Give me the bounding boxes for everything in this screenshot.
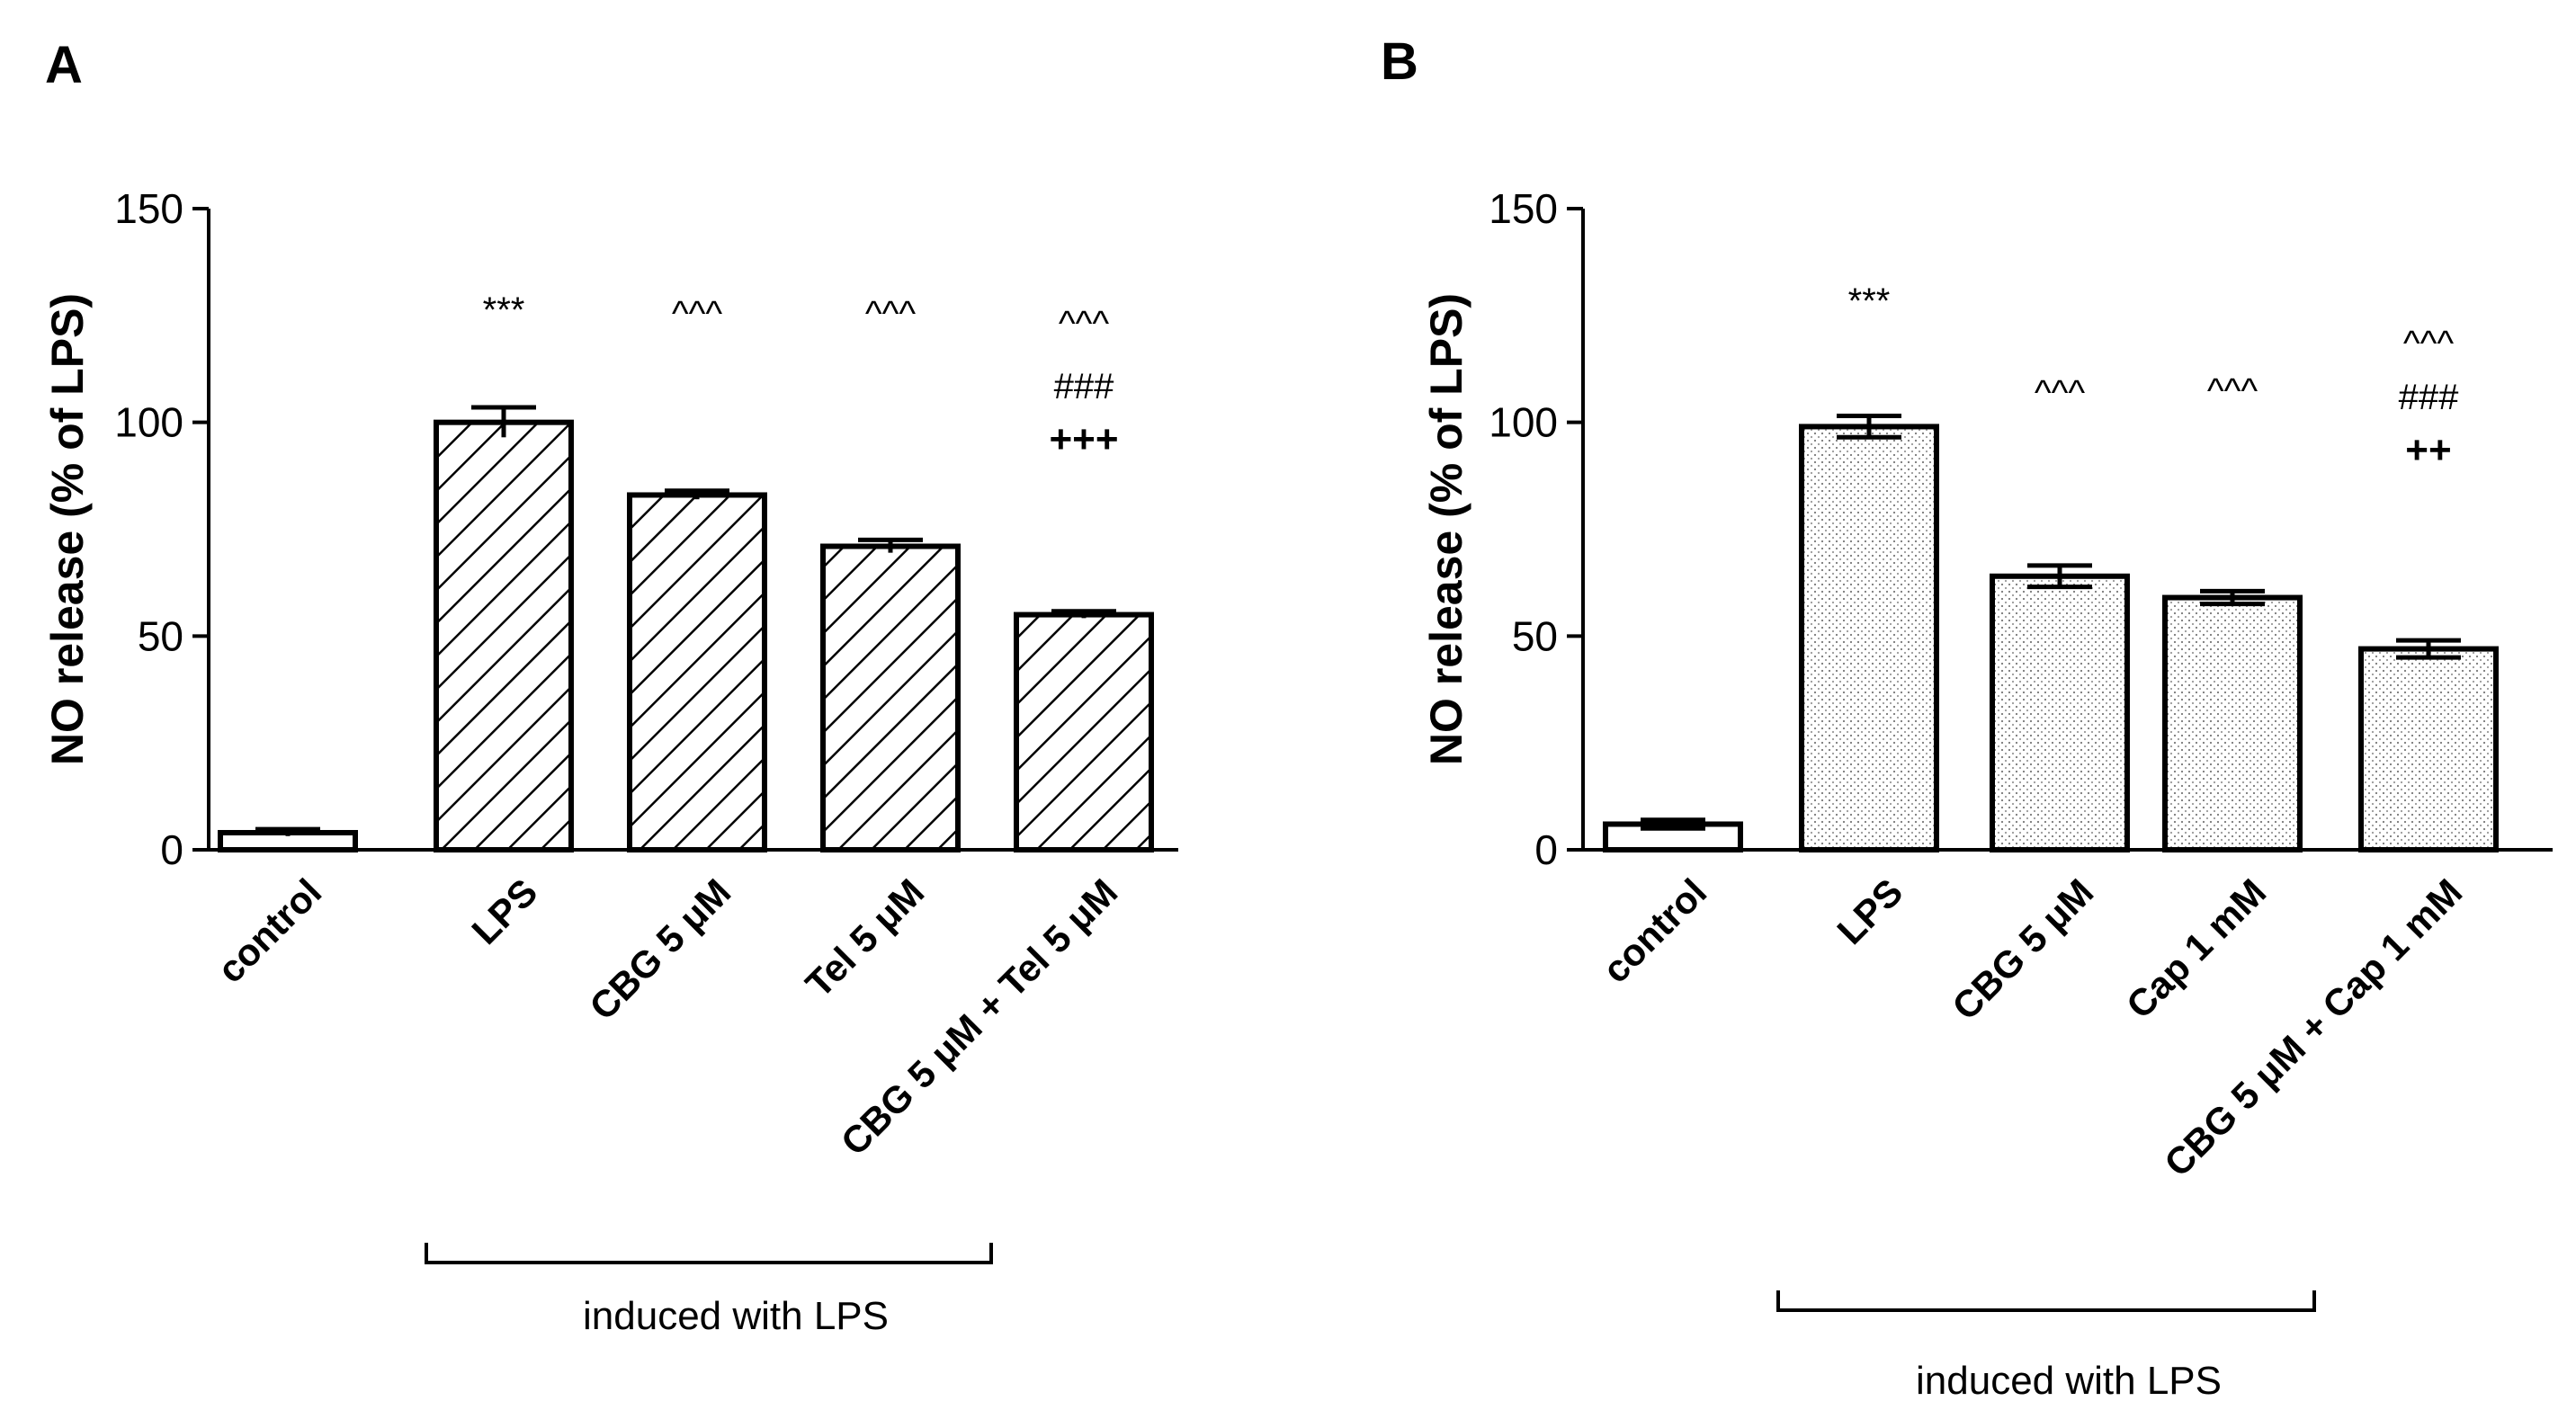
panel-a-bar	[1014, 611, 1154, 852]
panel-b: B 0 50 100 150 NO release (% of LPS) control L…	[1381, 32, 2553, 1403]
panel-b-ytick-label: 0	[1534, 826, 1558, 873]
panel-b-significance-label: ^^^	[2035, 373, 2086, 413]
panel-a-letter: A	[45, 36, 83, 94]
panel-b-xtick-label: Cap 1 mM	[2118, 870, 2275, 1027]
panel-a: A 0 50 100 150 NO release (% of LPS) control L…	[42, 36, 1178, 1338]
panel-a-significance-label: ^^^	[1059, 304, 1110, 344]
panel-a-significance-label: ***	[483, 290, 525, 330]
panel-a-ytick-label: 150	[114, 185, 183, 232]
panel-b-bar	[1799, 424, 1939, 852]
panel-a-significance-label: ^^^	[865, 294, 917, 334]
panel-a-ytick-label: 0	[160, 826, 183, 873]
panel-b-xtick-label: control	[1594, 870, 1714, 991]
panel-a-xtick-label: CBG 5 μM	[581, 870, 738, 1028]
panel-a-xtick-label: LPS	[463, 870, 545, 952]
panel-a-xtick-label: control	[209, 870, 329, 991]
panel-b-bracket	[1776, 1290, 2316, 1312]
panel-a-significance-label: ^^^	[672, 294, 723, 334]
panel-a-y-axis-label: NO release (% of LPS)	[42, 293, 93, 765]
panel-b-significance-label: ^^^	[2207, 371, 2258, 411]
panel-a-ytick-label: 100	[114, 399, 183, 446]
panel-a-bar	[434, 419, 574, 852]
panel-b-bracket-label: induced with LPS	[1916, 1359, 2222, 1403]
panel-a-bar	[820, 543, 961, 852]
panel-a-bracket-label: induced with LPS	[583, 1294, 889, 1338]
panel-b-significance-label: ^^^	[2403, 324, 2455, 363]
panel-a-bracket	[425, 1243, 993, 1264]
panel-a-bar	[627, 492, 767, 852]
panel-b-bar	[2358, 646, 2499, 852]
panel-b-xtick-label: CBG 5 μM	[1944, 870, 2101, 1028]
panel-b-bar	[1990, 573, 2130, 853]
panel-b-y-axis-label: NO release (% of LPS)	[1421, 293, 1471, 765]
panel-b-letter: B	[1381, 32, 1418, 91]
panel-b-ytick-label: 100	[1489, 399, 1558, 446]
panel-a-significance-label: ###	[1054, 367, 1114, 406]
panel-b-ytick-label: 50	[1512, 612, 1558, 659]
panel-b-significance-label: ***	[1848, 281, 1891, 321]
panel-a-ytick-label: 50	[138, 612, 183, 659]
panel-b-significance-label: ++	[2405, 428, 2451, 472]
panel-b-xtick-label: LPS	[1829, 870, 1910, 952]
panel-a-significance-label: +++	[1049, 417, 1118, 461]
panel-b-ytick-label: 150	[1489, 185, 1558, 232]
panel-b-significance-label: ###	[2399, 378, 2459, 417]
panel-b-bar	[2162, 594, 2303, 852]
panel-a-xtick-label: Tel 5 μM	[797, 870, 932, 1005]
